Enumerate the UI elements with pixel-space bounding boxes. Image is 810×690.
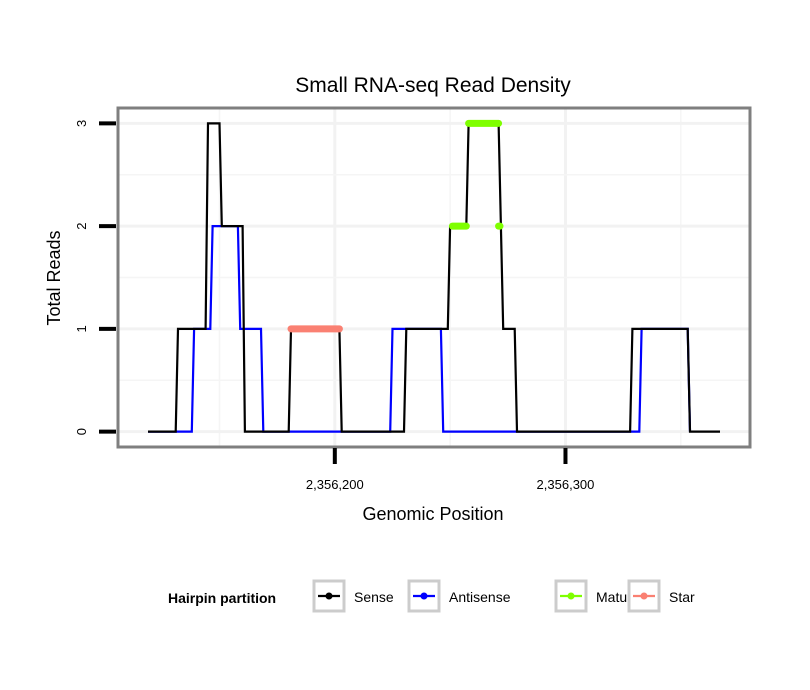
legend-key-antisense	[407, 579, 441, 613]
legend-label-antisense: Antisense	[449, 589, 511, 605]
x-axis: 2,356,200 2,356,300	[306, 448, 595, 492]
legend-label-star: Star	[669, 589, 695, 605]
y-tick-label: 3	[74, 120, 89, 127]
y-axis-title: Total Reads	[44, 230, 64, 325]
series-layer	[148, 119, 720, 433]
plot-border	[116, 106, 752, 449]
legend: Hairpin partition Sense Antisense Mature St…	[168, 579, 695, 613]
x-axis-title: Genomic Position	[362, 504, 503, 524]
y-tick-label: 1	[74, 325, 89, 332]
x-tick-label: 2,356,300	[537, 477, 595, 492]
legend-point-sense	[325, 592, 333, 600]
legend-point-antisense	[420, 592, 428, 600]
y-axis: 0 1 2 3	[74, 120, 116, 435]
x-tick-label: 2,356,200	[306, 477, 364, 492]
series-sense-line	[148, 122, 720, 433]
legend-point-mature	[567, 592, 575, 600]
legend-title: Hairpin partition	[168, 590, 276, 606]
legend-point-star	[640, 592, 648, 600]
y-tick-label: 2	[74, 223, 89, 230]
legend-label-sense: Sense	[354, 589, 394, 605]
y-tick-label: 0	[74, 428, 89, 435]
chart-title: Small RNA-seq Read Density	[295, 74, 571, 97]
